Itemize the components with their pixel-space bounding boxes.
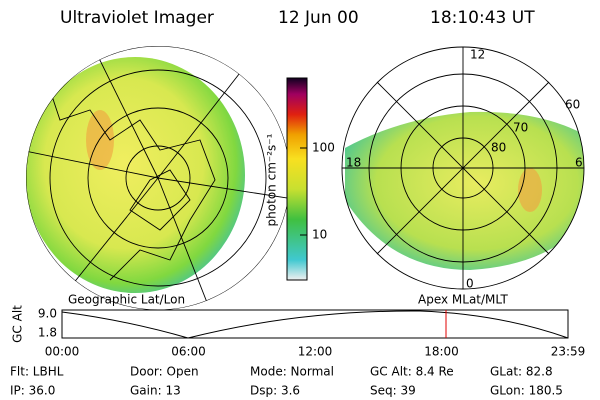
info-item: GLat: 82.8 — [490, 365, 553, 379]
info-item: GC Alt: 8.4 Re — [370, 365, 454, 379]
timeline-frame — [61, 309, 569, 339]
colorbar-tick-label: 10 — [312, 228, 327, 242]
info-item: IP: 36.0 — [10, 384, 55, 398]
geo-caption: Geographic Lat/Lon — [68, 293, 185, 307]
lat-label: 80 — [491, 141, 506, 155]
info-item: Gain: 13 — [130, 384, 181, 398]
apex-image — [345, 111, 584, 270]
timeline-ytick: 9.0 — [38, 307, 57, 321]
info-item: GLon: 180.5 — [490, 384, 563, 398]
colorbar-label: photon cm⁻²s⁻¹ — [265, 133, 279, 226]
timeline-axis-label: GC Alt — [11, 305, 25, 343]
colorbar-tick-label: 100 — [312, 141, 335, 155]
timeline-xtick: 12:00 — [298, 345, 333, 359]
info-item: Door: Open — [130, 365, 199, 379]
apex-caption: Apex MLat/MLT — [418, 293, 508, 307]
time: 18:10:43 UT — [430, 8, 535, 28]
altitude-curve — [61, 310, 569, 339]
mlt-label: 12 — [470, 48, 485, 62]
mlt-label: 6 — [575, 156, 583, 170]
lat-label: 70 — [513, 121, 528, 135]
info-item: Seq: 39 — [370, 384, 416, 398]
title: Ultraviolet Imager — [60, 8, 214, 28]
mlt-label: 0 — [466, 277, 474, 291]
info-item: Mode: Normal — [250, 365, 334, 379]
lat-label: 60 — [565, 98, 580, 112]
geo-image — [26, 46, 290, 310]
apex-grid — [341, 46, 585, 290]
timeline-xtick: 18:00 — [424, 345, 459, 359]
date: 12 Jun 00 — [278, 8, 359, 28]
timeline-ytick: 1.8 — [38, 326, 57, 340]
colorbar — [286, 77, 308, 281]
timeline-xtick: 06:00 — [171, 345, 206, 359]
mlt-label: 18 — [346, 156, 361, 170]
timeline-xtick: 00:00 — [45, 345, 80, 359]
info-item: Flt: LBHL — [10, 365, 64, 379]
info-item: Dsp: 3.6 — [250, 384, 300, 398]
timeline-xtick: 23:59 — [551, 345, 586, 359]
